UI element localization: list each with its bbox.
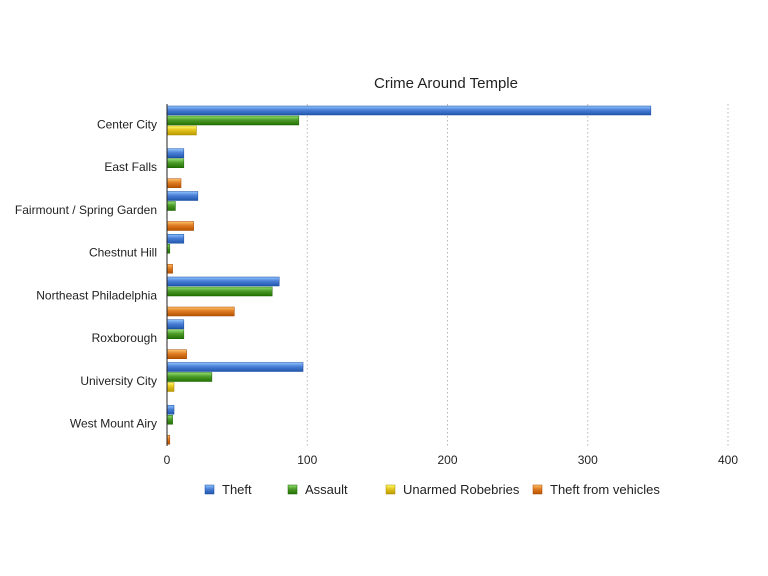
bar-unarmed-robebries-center-city	[166, 125, 197, 136]
bar-theft-university-city	[166, 362, 304, 372]
x-tick-labels: 0 100 200 300 400	[164, 453, 739, 467]
bar-assault-university-city	[166, 372, 213, 382]
legend-label-assault: Assault	[305, 482, 348, 497]
bar-unarmed-robebries-university-city	[166, 382, 175, 392]
x-tick-label: 300	[578, 453, 598, 467]
bar-theft-from-vehicles-roxborough	[166, 349, 187, 359]
legend-swatch-theft-from-vehicles	[532, 484, 543, 495]
category-label: East Falls	[104, 160, 157, 174]
legend-label-theft: Theft	[222, 482, 252, 497]
bar-theft-west-mount-airy	[166, 405, 175, 415]
x-tick-label: 100	[297, 453, 317, 467]
chart-title: Crime Around Temple	[374, 75, 518, 92]
bar-assault-east-falls	[166, 158, 185, 168]
bar-theft-from-vehicles-chestnut-hill	[166, 264, 173, 274]
x-tick-label: 400	[718, 453, 738, 467]
category-label: Northeast Philadelphia	[36, 288, 157, 302]
bar-assault-center-city	[166, 115, 300, 126]
category-label: Roxborough	[92, 331, 157, 345]
legend-label-unarmed-robebries: Unarmed Robebries	[403, 482, 520, 497]
bar-theft-chestnut-hill	[166, 234, 185, 244]
category-labels: Center City East Falls Fairmount / Spring …	[15, 117, 157, 430]
category-label: Center City	[97, 117, 157, 131]
x-tick-label: 200	[437, 453, 457, 467]
bars	[166, 105, 652, 445]
bar-theft-fairmount-spring-garden	[166, 191, 199, 201]
bar-assault-northeast-philadelphia	[166, 286, 273, 297]
bar-theft-from-vehicles-northeast-philadelphia	[166, 306, 235, 317]
category-label: Chestnut Hill	[89, 246, 157, 260]
bar-theft-from-vehicles-east-falls	[166, 178, 182, 188]
legend-swatch-assault	[287, 484, 298, 495]
category-label: West Mount Airy	[70, 417, 157, 431]
grid-lines	[306, 104, 729, 446]
bar-assault-roxborough	[166, 329, 185, 339]
category-label: Fairmount / Spring Garden	[15, 203, 157, 217]
bar-theft-northeast-philadelphia	[166, 276, 280, 287]
x-tick-label: 0	[164, 453, 171, 467]
bar-theft-roxborough	[166, 319, 185, 329]
legend: Theft Assault Unarmed Robebries Theft from …	[204, 482, 660, 497]
legend-swatch-theft	[204, 484, 215, 495]
bar-theft-east-falls	[166, 148, 185, 158]
legend-label-theft-from-vehicles: Theft from vehicles	[550, 482, 660, 497]
bar-assault-west-mount-airy	[166, 415, 173, 425]
legend-swatch-unarmed-robebries	[385, 484, 396, 495]
bar-assault-fairmount-spring-garden	[166, 201, 176, 211]
bar-theft-from-vehicles-fairmount-spring-garden	[166, 221, 194, 231]
category-label: University City	[80, 374, 157, 388]
bar-theft-center-city	[166, 105, 652, 116]
